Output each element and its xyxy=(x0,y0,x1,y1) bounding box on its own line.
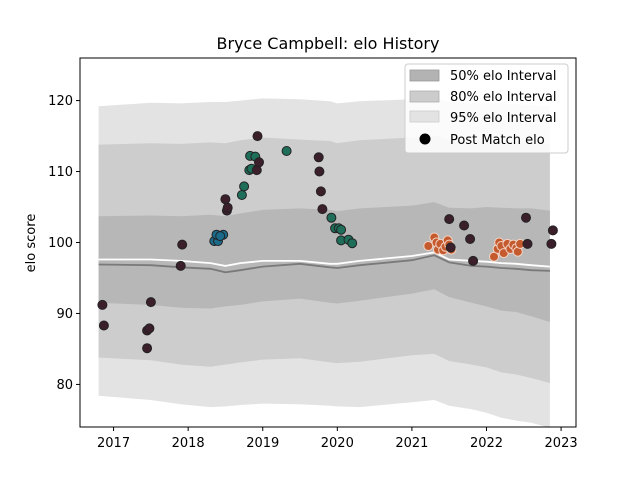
data-point xyxy=(313,152,324,163)
data-point xyxy=(315,186,326,197)
y-tick-label: 80 xyxy=(56,378,73,393)
data-point xyxy=(465,234,476,244)
legend-swatch-95 xyxy=(409,110,440,123)
data-point xyxy=(98,320,109,331)
data-point xyxy=(444,214,455,225)
data-point xyxy=(317,204,328,215)
x-tick-label: 2023 xyxy=(545,436,578,451)
data-point xyxy=(239,181,250,192)
band-50 xyxy=(98,202,550,322)
data-point xyxy=(546,238,557,249)
data-point xyxy=(336,224,347,235)
y-axis-label: elo score xyxy=(24,214,39,273)
mean-line xyxy=(98,251,550,268)
legend-label-95: 95% elo Interval xyxy=(450,111,557,126)
x-tick-label: 2020 xyxy=(321,436,354,451)
data-point xyxy=(521,212,531,223)
legend-swatch-50 xyxy=(409,69,440,82)
x-tick-label: 2017 xyxy=(97,436,130,451)
y-tick-label: 120 xyxy=(48,94,73,109)
plot-area xyxy=(97,97,558,428)
data-point xyxy=(423,241,434,251)
data-point xyxy=(145,297,156,308)
data-point xyxy=(459,220,470,231)
data-point xyxy=(97,299,108,310)
data-point xyxy=(220,194,231,205)
data-point xyxy=(281,146,292,156)
chart-title: Bryce Campbell: elo History xyxy=(217,34,440,53)
x-tick-label: 2022 xyxy=(470,436,503,451)
legend-swatch-80 xyxy=(409,90,440,103)
legend-label-80: 80% elo Interval xyxy=(450,90,557,105)
data-point xyxy=(144,323,155,334)
legend-label-50: 50% elo Interval xyxy=(450,69,557,84)
data-point xyxy=(142,343,153,354)
data-point xyxy=(254,157,264,168)
data-point xyxy=(445,242,456,253)
data-point xyxy=(236,190,247,200)
data-point xyxy=(252,131,263,142)
y-axis: 80 90 100 110 120 xyxy=(48,94,80,393)
x-tick-label: 2018 xyxy=(172,436,205,451)
median-line xyxy=(98,254,550,274)
legend-marker-post-match xyxy=(419,133,431,145)
data-point xyxy=(522,238,533,249)
data-point xyxy=(326,212,337,223)
legend: 50% elo Interval 80% elo Interval 95% el… xyxy=(404,63,569,154)
data-point xyxy=(222,202,233,213)
data-point xyxy=(177,239,188,250)
y-tick-label: 110 xyxy=(48,165,73,180)
y-tick-label: 90 xyxy=(56,307,73,322)
legend-box xyxy=(404,63,569,154)
data-point xyxy=(314,166,325,177)
x-tick-label: 2019 xyxy=(246,436,279,451)
data-point xyxy=(215,231,226,242)
legend-label-post-match: Post Match elo xyxy=(450,133,545,148)
x-tick-label: 2021 xyxy=(395,436,428,451)
x-axis: 2017 2018 2019 2020 2021 2022 2023 xyxy=(97,427,578,451)
plot-frame xyxy=(79,57,577,428)
data-point xyxy=(347,238,358,249)
data-point xyxy=(547,225,558,236)
data-point xyxy=(468,255,479,266)
y-tick-label: 100 xyxy=(48,236,73,251)
data-point xyxy=(175,260,186,271)
